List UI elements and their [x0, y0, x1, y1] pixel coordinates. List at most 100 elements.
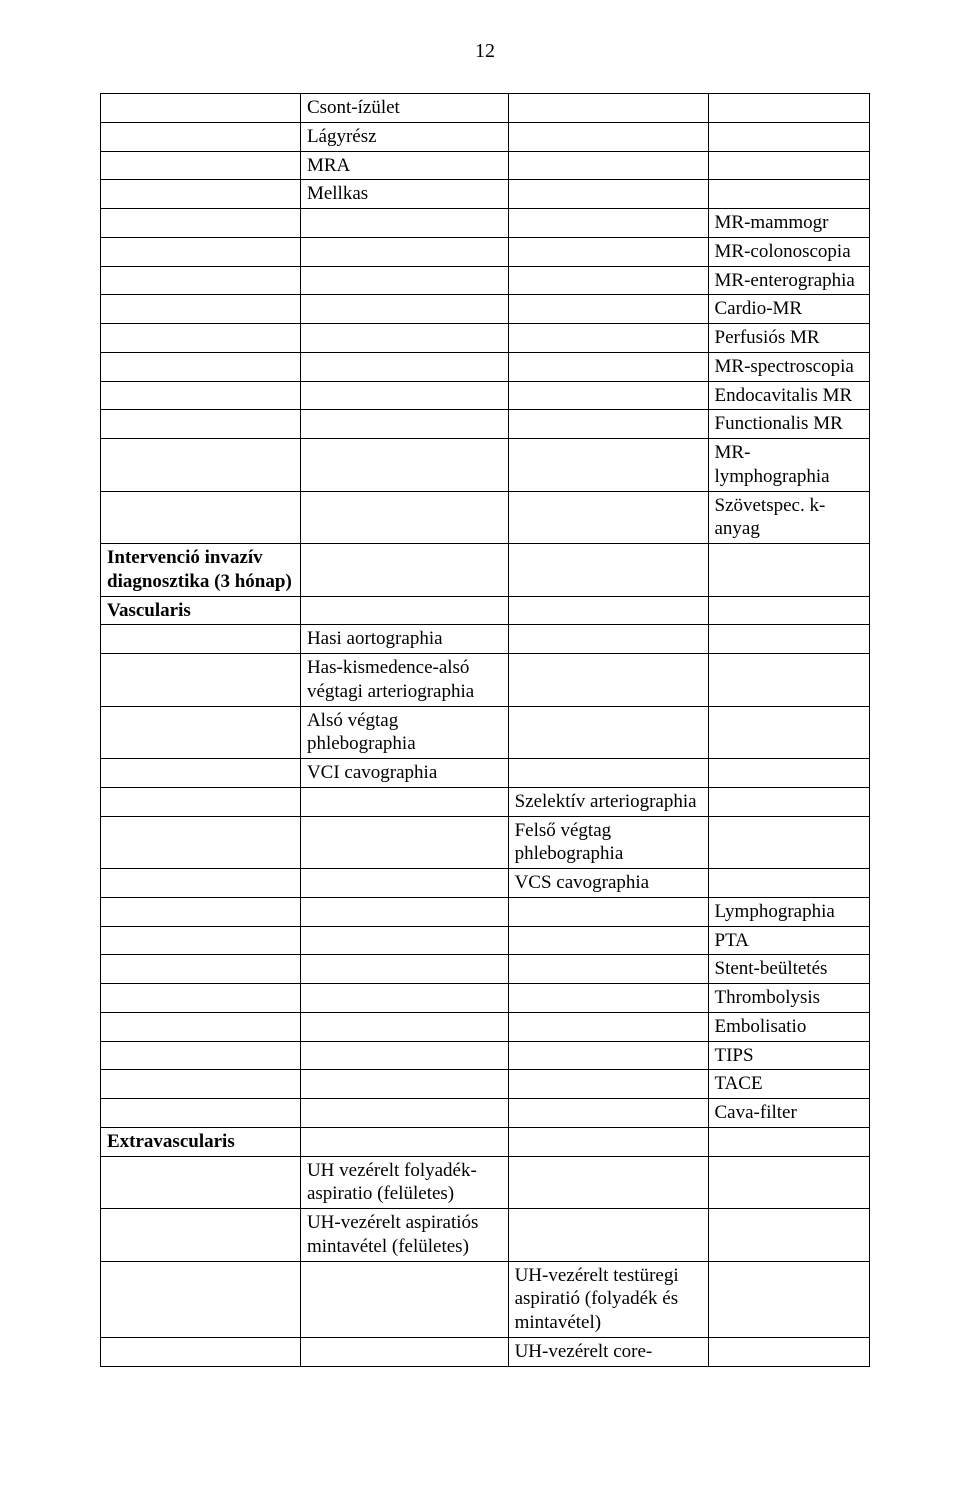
table-row: Alsó végtag phlebographia — [101, 706, 870, 759]
table-row: Extravascularis — [101, 1127, 870, 1156]
table-cell — [101, 1099, 301, 1128]
table-row: Csont-ízület — [101, 94, 870, 123]
table-row: Cardio-MR — [101, 295, 870, 324]
table-cell — [101, 324, 301, 353]
table-cell — [508, 180, 708, 209]
table-row: TIPS — [101, 1041, 870, 1070]
table-cell — [101, 209, 301, 238]
table-cell — [508, 955, 708, 984]
table-cell — [508, 1099, 708, 1128]
table-cell — [508, 596, 708, 625]
table-cell: MR-mammogr — [708, 209, 870, 238]
table-cell — [708, 596, 870, 625]
table-cell — [101, 381, 301, 410]
table-cell — [300, 596, 508, 625]
table-row: Lymphographia — [101, 897, 870, 926]
table-cell — [101, 1261, 301, 1337]
table-cell — [300, 1012, 508, 1041]
table-cell — [101, 439, 301, 492]
table-cell — [101, 1041, 301, 1070]
table-cell — [101, 787, 301, 816]
table-cell — [508, 1041, 708, 1070]
table-cell — [101, 869, 301, 898]
table-row: Felső végtag phlebographia — [101, 816, 870, 869]
table-cell — [708, 654, 870, 707]
content-table: Csont-ízületLágyrészMRAMellkasMR-mammogr… — [100, 93, 870, 1367]
table-cell — [508, 1209, 708, 1262]
table-cell — [300, 816, 508, 869]
table-cell — [708, 151, 870, 180]
table-row: MR-enterographia — [101, 266, 870, 295]
table-cell — [300, 439, 508, 492]
table-cell — [101, 1012, 301, 1041]
table-cell — [508, 266, 708, 295]
table-row: Has-kismedence-alsó végtagi arteriograph… — [101, 654, 870, 707]
table-cell — [508, 381, 708, 410]
table-cell: Cardio-MR — [708, 295, 870, 324]
table-cell — [300, 984, 508, 1013]
table-cell — [101, 1156, 301, 1209]
table-cell — [508, 1012, 708, 1041]
table-row: PTA — [101, 926, 870, 955]
table-cell — [300, 381, 508, 410]
table-cell — [300, 295, 508, 324]
table-cell — [101, 352, 301, 381]
table-cell — [300, 955, 508, 984]
table-cell — [101, 897, 301, 926]
document-page: 12 Csont-ízületLágyrészMRAMellkasMR-mamm… — [0, 0, 960, 1417]
table-cell — [101, 984, 301, 1013]
table-cell — [101, 926, 301, 955]
table-cell — [300, 266, 508, 295]
table-cell — [300, 1099, 508, 1128]
table-cell — [101, 237, 301, 266]
table-row: Cava-filter — [101, 1099, 870, 1128]
table-cell: PTA — [708, 926, 870, 955]
table-cell — [300, 1261, 508, 1337]
table-row: Intervenció invazív diagnosztika (3 hóna… — [101, 544, 870, 597]
table-cell: UH-vezérelt testüregi aspiratió (folyadé… — [508, 1261, 708, 1337]
table-cell — [708, 816, 870, 869]
table-row: MR-mammogr — [101, 209, 870, 238]
table-cell — [508, 654, 708, 707]
table-cell: Thrombolysis — [708, 984, 870, 1013]
table-cell — [300, 237, 508, 266]
table-cell — [508, 237, 708, 266]
table-cell — [708, 787, 870, 816]
table-row: Szövetspec. k-anyag — [101, 491, 870, 544]
table-cell — [508, 209, 708, 238]
table-cell — [508, 544, 708, 597]
table-cell — [101, 1337, 301, 1366]
table-cell — [300, 1127, 508, 1156]
table-cell: Felső végtag phlebographia — [508, 816, 708, 869]
table-cell — [508, 706, 708, 759]
table-row: Functionalis MR — [101, 410, 870, 439]
table-cell: Endocavitalis MR — [708, 381, 870, 410]
table-cell — [508, 759, 708, 788]
table-cell — [300, 1070, 508, 1099]
table-row: MRA — [101, 151, 870, 180]
table-row: Embolisatio — [101, 1012, 870, 1041]
table-row: Stent-beültetés — [101, 955, 870, 984]
table-cell — [708, 1156, 870, 1209]
table-cell: VCS cavographia — [508, 869, 708, 898]
table-cell — [101, 180, 301, 209]
table-row: Vascularis — [101, 596, 870, 625]
table-cell: Lymphographia — [708, 897, 870, 926]
table-cell — [101, 625, 301, 654]
table-cell: Has-kismedence-alsó végtagi arteriograph… — [300, 654, 508, 707]
table-cell — [101, 654, 301, 707]
table-cell — [708, 1337, 870, 1366]
table-row: MR-colonoscopia — [101, 237, 870, 266]
table-row: UH-vezérelt core- — [101, 1337, 870, 1366]
table-cell — [101, 759, 301, 788]
table-cell: Extravascularis — [101, 1127, 301, 1156]
table-cell — [708, 1209, 870, 1262]
table-cell — [101, 1070, 301, 1099]
table-row: Thrombolysis — [101, 984, 870, 1013]
page-number: 12 — [100, 40, 870, 63]
table-cell — [708, 1261, 870, 1337]
table-cell — [508, 410, 708, 439]
table-cell — [508, 295, 708, 324]
table-cell — [101, 955, 301, 984]
table-cell — [508, 897, 708, 926]
